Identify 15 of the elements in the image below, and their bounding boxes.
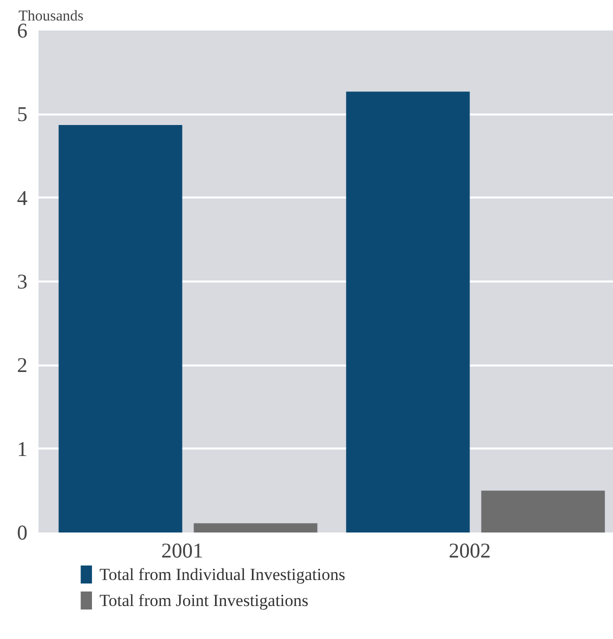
y-axis-title: Thousands <box>18 8 84 24</box>
bar <box>481 490 605 532</box>
y-tick-label: 3 <box>17 270 28 294</box>
bar <box>194 523 318 532</box>
y-tick-label: 0 <box>17 520 28 544</box>
y-tick-label: 2 <box>17 353 28 378</box>
bar <box>346 92 470 532</box>
legend-label: Total from Joint Investigations <box>99 591 308 610</box>
y-tick-label: 4 <box>17 186 28 210</box>
legend-label: Total from Individual Investigations <box>99 565 346 584</box>
y-tick-label: 1 <box>17 436 28 461</box>
x-tick-label: 2002 <box>448 538 491 562</box>
x-tick-label: 2001 <box>161 538 204 562</box>
bar <box>58 125 182 532</box>
y-tick-label: 5 <box>17 102 28 126</box>
